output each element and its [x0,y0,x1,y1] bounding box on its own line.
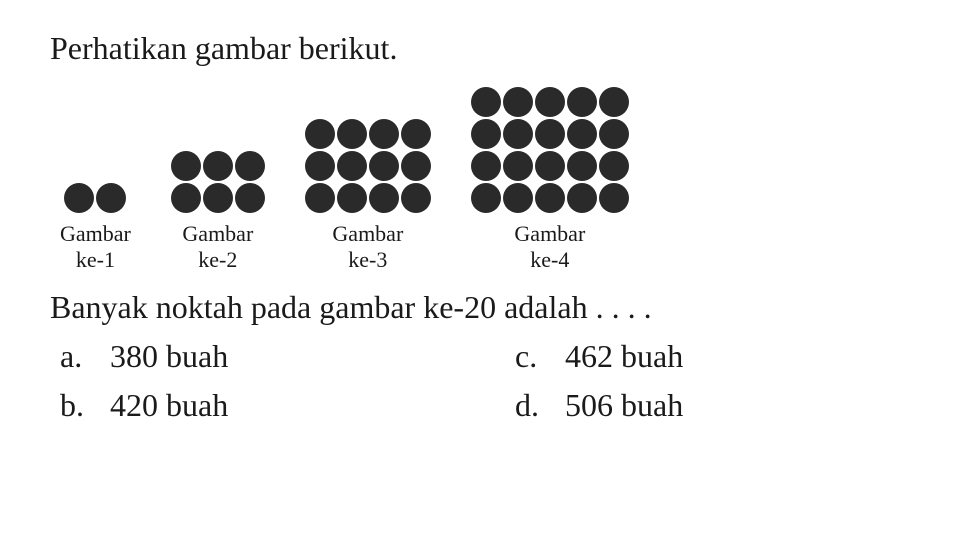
option-b-letter: b. [60,387,110,424]
figures-container: Gambar ke-1 Gambar ke-2 Gambar ke-3 Gamb… [50,87,930,274]
figure-4-dots [471,87,629,213]
figure-1-label: Gambar ke-1 [60,221,131,274]
dot [305,151,335,181]
figure-label-line2: ke-2 [198,247,237,272]
figure-2: Gambar ke-2 [171,151,265,274]
dot [471,151,501,181]
dot [599,151,629,181]
figure-label-line1: Gambar [182,221,253,246]
figure-label-line2: ke-4 [530,247,569,272]
dot [337,183,367,213]
dot [235,151,265,181]
option-d-text: 506 buah [565,387,683,424]
figure-label-line1: Gambar [514,221,585,246]
dot [503,119,533,149]
dot [401,151,431,181]
figure-label-line1: Gambar [60,221,131,246]
dot [171,151,201,181]
figure-4-label: Gambar ke-4 [514,221,585,274]
dot [503,151,533,181]
dot [171,183,201,213]
dot [599,87,629,117]
option-a: a. 380 buah [60,338,475,375]
dot [535,87,565,117]
dot [535,151,565,181]
option-b: b. 420 buah [60,387,475,424]
dot [535,119,565,149]
option-c-text: 462 buah [565,338,683,375]
dot [599,119,629,149]
dot [235,183,265,213]
figure-label-line2: ke-1 [76,247,115,272]
option-a-letter: a. [60,338,110,375]
dot [337,151,367,181]
dot [471,119,501,149]
dot [503,183,533,213]
dot [567,119,597,149]
dot [96,183,126,213]
dot [401,183,431,213]
dot [369,151,399,181]
dot [369,183,399,213]
options-grid: a. 380 buah c. 462 buah b. 420 buah d. 5… [50,338,930,424]
figure-label-line1: Gambar [332,221,403,246]
dot [369,119,399,149]
dot [567,183,597,213]
figure-3-label: Gambar ke-3 [332,221,403,274]
dot [203,151,233,181]
dot [599,183,629,213]
figure-3-dots [305,119,431,213]
dot [567,151,597,181]
figure-label-line2: ke-3 [348,247,387,272]
option-b-text: 420 buah [110,387,228,424]
dot [337,119,367,149]
figure-4: Gambar ke-4 [471,87,629,274]
dot [64,183,94,213]
option-d-letter: d. [515,387,565,424]
option-a-text: 380 buah [110,338,228,375]
figure-3: Gambar ke-3 [305,119,431,274]
figure-1: Gambar ke-1 [60,183,131,274]
option-c-letter: c. [515,338,565,375]
instruction-text: Perhatikan gambar berikut. [50,30,930,67]
figure-2-label: Gambar ke-2 [182,221,253,274]
question-text: Banyak noktah pada gambar ke-20 adalah .… [50,289,930,326]
dot [471,87,501,117]
dot [401,119,431,149]
figure-2-dots [171,151,265,213]
dot [471,183,501,213]
figure-1-dots [64,183,126,213]
dot [203,183,233,213]
dot [503,87,533,117]
dot [305,119,335,149]
option-c: c. 462 buah [515,338,930,375]
dot [535,183,565,213]
dot [305,183,335,213]
option-d: d. 506 buah [515,387,930,424]
dot [567,87,597,117]
